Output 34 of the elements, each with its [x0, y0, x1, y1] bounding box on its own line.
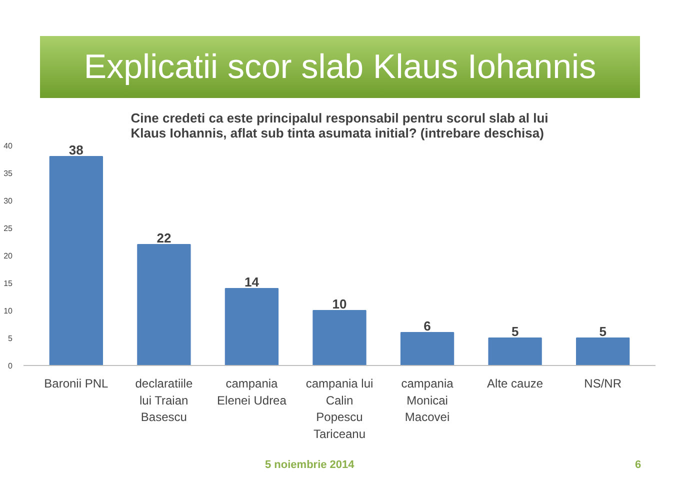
bar — [576, 338, 630, 366]
text: 6 — [635, 458, 642, 473]
data-label: 38 — [68, 142, 84, 158]
y-tick-label: 30 — [4, 196, 14, 206]
data-label: 22 — [156, 230, 172, 246]
x-tick-label: Alte cauze — [487, 376, 544, 390]
data-label: 5 — [511, 324, 519, 339]
x-tick-label: NS/NR — [584, 376, 622, 390]
y-tick-label: 25 — [4, 224, 14, 233]
data-label: 6 — [424, 318, 431, 334]
y-tick-label: 40 — [4, 142, 14, 150]
text: 5 noiembrie 2014 — [265, 458, 354, 473]
x-tick-label: declaratiile lui Traian Basescu — [135, 376, 193, 424]
x-tick-label: campania Monicai Macovei — [401, 376, 454, 424]
bar — [400, 332, 454, 366]
bar — [137, 244, 191, 366]
y-tick-label: 20 — [4, 252, 14, 260]
bar — [488, 338, 542, 366]
chart-title: Explicatii scor slab Klaus Iohannis — [84, 47, 596, 88]
data-label: 5 — [599, 324, 606, 339]
chart-subtitle: Cine credeti ca este principalul responsabil pentru scorul slab al lui Klaus Iohannis, aflat sub tinta asumata initial? (intrebare deschisa) — [130, 110, 548, 140]
y-tick-label: 10 — [4, 306, 14, 316]
data-label: 14 — [244, 274, 260, 290]
x-tick-label: campania Elenei Udrea — [217, 376, 287, 408]
y-tick-label: 15 — [4, 279, 14, 288]
bar — [49, 156, 103, 366]
data-label: 10 — [332, 296, 347, 312]
x-tick-label: campania lui Calin Popescu Tariceanu — [306, 376, 374, 441]
bar — [224, 288, 279, 366]
y-tick-label: 5 — [8, 334, 14, 343]
x-tick-label: Baronii PNL — [44, 376, 109, 390]
bar — [312, 310, 366, 366]
y-tick-label: 0 — [8, 362, 14, 370]
y-tick-label: 35 — [4, 169, 14, 178]
